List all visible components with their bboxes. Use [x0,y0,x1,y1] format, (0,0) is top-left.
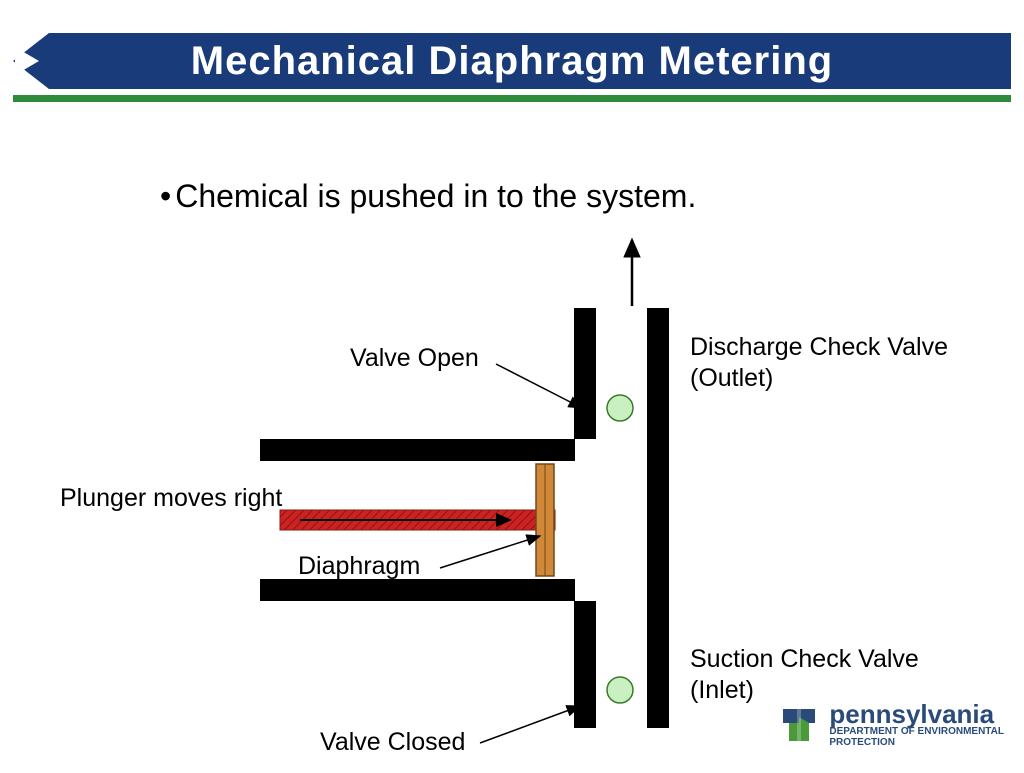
bullet-point: Chemical is pushed in to the system. [160,178,696,215]
valve-open-label: Valve Open [350,344,479,373]
slide-title: Mechanical Diaphragm Metering [13,39,1011,84]
suction-check-ball-icon [607,677,633,703]
header-underline [13,95,1011,102]
logo-department: DEPARTMENT OF ENVIRONMENTAL PROTECTION [829,726,1004,748]
discharge-check-ball-icon [607,395,633,421]
plunger-label: Plunger moves right [60,484,282,513]
diaphragm-label: Diaphragm [298,552,420,581]
logo-text-block: pennsylvania DEPARTMENT OF ENVIRONMENTAL… [829,703,1004,748]
logo-brand: pennsylvania [829,703,1004,726]
metering-diagram: Valve Open Discharge Check Valve (Outlet… [0,228,1024,768]
keystone-icon [777,703,821,747]
diaphragm-callout-arrow-icon [440,536,540,568]
suction-valve-label: Suction Check Valve (Inlet) [690,644,919,707]
slide-header: Mechanical Diaphragm Metering [13,33,1011,89]
discharge-valve-label: Discharge Check Valve (Outlet) [690,332,948,395]
valve-closed-label: Valve Closed [320,728,465,757]
valve-closed-callout-arrow-icon [480,706,580,743]
agency-logo: pennsylvania DEPARTMENT OF ENVIRONMENTAL… [777,703,1004,748]
discharge-pipe [585,308,658,728]
valve-open-callout-arrow-icon [496,364,582,408]
